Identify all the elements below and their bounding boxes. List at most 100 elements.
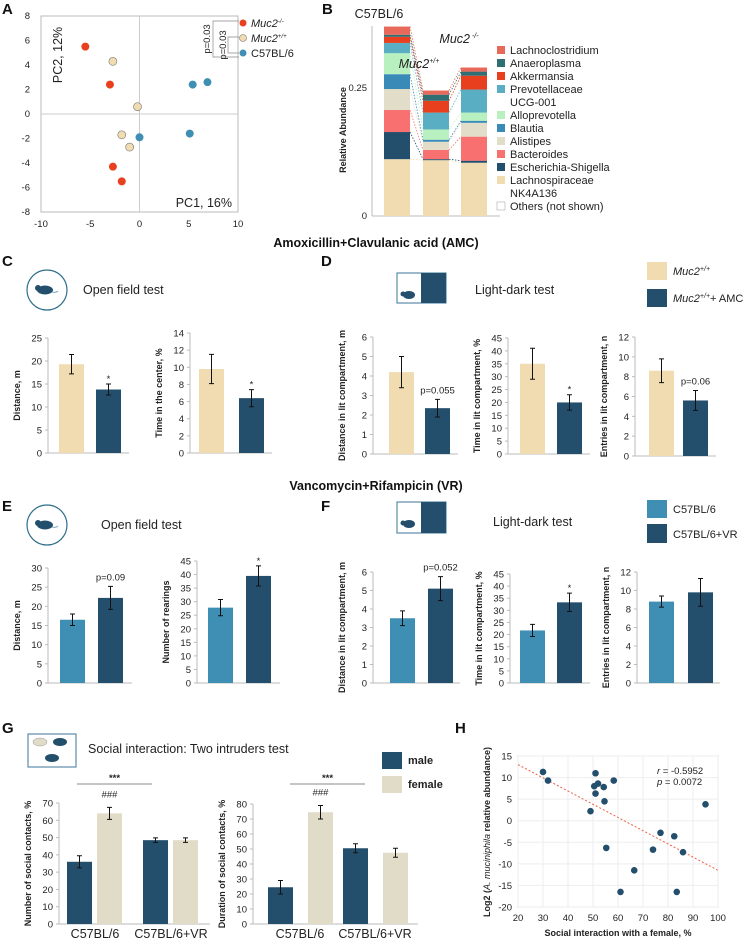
- y-tick-label: 15: [491, 411, 502, 422]
- y-tick-label: 4: [25, 60, 30, 71]
- y-tick-label: 5: [37, 659, 42, 670]
- stack-segment: [461, 67, 487, 72]
- significance-annotation: p=0.06: [681, 377, 710, 388]
- y-tick-label: 0: [242, 920, 247, 931]
- stack-segment: [423, 90, 449, 95]
- legend-label: C57BL/6+VR: [673, 529, 738, 541]
- legend-swatch: [382, 752, 402, 769]
- y-tick-label: 2: [25, 85, 30, 96]
- connector-line: [448, 89, 462, 113]
- y-tick-label: 1: [362, 430, 367, 441]
- y-tick-label: 60: [42, 816, 53, 827]
- x-tick-label: 0: [137, 219, 142, 230]
- y-tick-label: 0: [179, 449, 184, 460]
- y-tick-label: -10: [498, 859, 512, 870]
- y-tick-label: 10: [620, 586, 631, 597]
- x-tick-label: -10: [34, 219, 48, 230]
- bar-chart-f1: 0 1 2 3 4 5 6 Distance in lit compartment, m p=0…: [337, 562, 460, 693]
- error-bar: [153, 837, 158, 843]
- data-point: [108, 57, 118, 66]
- data-point: [81, 42, 90, 51]
- stack-segment: [423, 159, 449, 161]
- y-tick-label: 4: [362, 372, 367, 383]
- y-axis-label: Distance, m: [12, 370, 22, 421]
- data-point: [135, 133, 144, 142]
- y-tick-label: 2: [362, 642, 367, 653]
- test-title-e: Open field test: [101, 518, 182, 532]
- legend-swatch: [497, 176, 505, 184]
- bar-chart-g1: 0 10 20 30 40 50 60 70 Number of social contacts…: [23, 773, 210, 941]
- y-tick-label: 8: [624, 372, 629, 383]
- error-bar: [209, 353, 214, 385]
- stack-segment: [461, 162, 487, 216]
- significance-annotation: *: [107, 374, 111, 385]
- legend-swatch: [647, 289, 667, 307]
- correlation-r: r = -0.5952: [657, 766, 703, 777]
- mice-intruders-icon: [27, 733, 77, 768]
- bar-category-label: C57BL/6: [355, 7, 404, 21]
- legend-label: Blautia: [510, 123, 545, 135]
- y-tick-label: 10: [491, 424, 502, 435]
- y-tick-label: 5: [499, 666, 504, 677]
- y-tick-label: 40: [180, 570, 191, 581]
- y-tick-label: 20: [31, 357, 42, 368]
- connector-line: [448, 158, 462, 162]
- legend-swatch: [497, 72, 505, 80]
- y-tick-label: 5: [37, 426, 42, 437]
- data-point: [105, 80, 114, 89]
- legend-swatch: [497, 111, 505, 119]
- y-tick-label: -15: [498, 881, 512, 892]
- bar: [97, 813, 122, 924]
- bar-category-label: Muc2+/+: [399, 57, 440, 71]
- stack-segment: [384, 110, 410, 133]
- error-bar: [659, 358, 664, 384]
- legend-amc: Muc2+/+ Muc2+/++ AMC: [647, 262, 743, 307]
- bar: [557, 602, 582, 683]
- legend-label: C57BL/6: [251, 48, 294, 60]
- header-amc: Amoxicillin+Clavulanic acid (AMC): [273, 236, 478, 250]
- legend-g: male female: [382, 752, 443, 793]
- y-tick-label: 40: [42, 850, 53, 861]
- x-tick-label: 70: [638, 913, 649, 924]
- data-point: [630, 867, 638, 874]
- stack-segment: [423, 100, 449, 113]
- legend-swatch: [647, 262, 667, 280]
- connector-line: [448, 67, 462, 91]
- y-tick-label: 5: [362, 352, 367, 363]
- legend-marker: [239, 34, 247, 42]
- bar: [390, 618, 415, 683]
- panel-label-a: A: [2, 1, 13, 18]
- bar: [60, 619, 85, 683]
- connector-line: [448, 120, 462, 140]
- x-tick-label: 50: [588, 913, 599, 924]
- y-tick-label: 0.25: [349, 83, 368, 94]
- legend-label: NK4A136: [510, 188, 557, 200]
- data-point: [649, 846, 657, 853]
- data-point: [617, 888, 624, 896]
- stack-segment: [423, 139, 449, 142]
- y-tick-label: 2: [362, 411, 367, 422]
- bar: [343, 848, 368, 924]
- stack-segment: [384, 36, 410, 43]
- legend-label: UCG-001: [510, 97, 556, 109]
- y-tick-label: 0: [25, 109, 30, 120]
- panel-label-g: G: [2, 720, 14, 737]
- significance-annotation: ***: [109, 773, 120, 784]
- test-title-f: Light-dark test: [493, 515, 573, 529]
- bar-chart-f3: 0 2 4 6 8 10 12 Entries in lit compartment, n: [601, 567, 720, 690]
- p-value: p=0.03: [218, 30, 229, 59]
- data-point: [117, 177, 126, 186]
- data-point: [544, 777, 552, 784]
- y-tick-label: 80: [236, 800, 247, 811]
- stack-segment: [461, 120, 487, 123]
- y-tick-label: 4: [624, 412, 629, 423]
- data-point: [108, 162, 117, 171]
- error-bar: [567, 592, 572, 613]
- bar-chart-d3: 0 2 4 6 8 10 12 Entries in lit compartment, n p=…: [599, 333, 716, 463]
- legend-label: Lachnospiraceae: [510, 175, 594, 187]
- y-tick-label: 4: [179, 414, 184, 425]
- light-dark-box-icon: [396, 501, 447, 534]
- x-tick-label: 5: [186, 219, 191, 230]
- stack-segment: [423, 141, 449, 150]
